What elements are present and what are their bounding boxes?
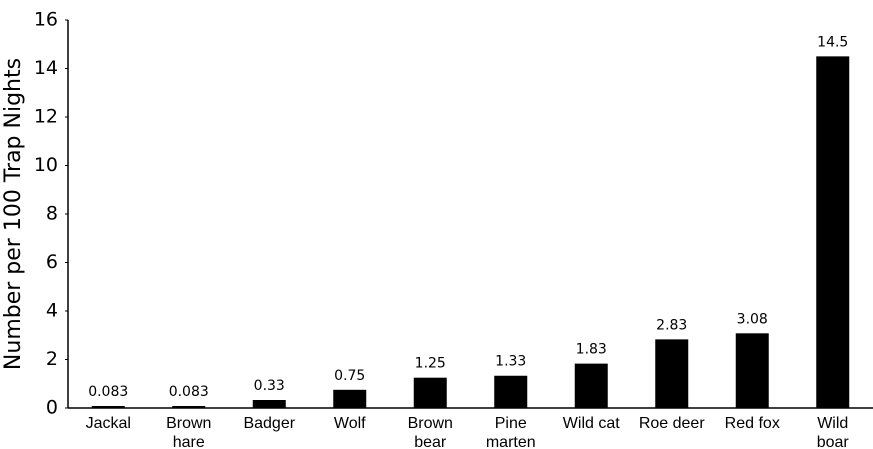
value-label: 0.75	[334, 368, 365, 384]
x-tick-label: Brown bear	[407, 415, 453, 449]
x-tick-label: Red fox	[724, 415, 780, 432]
bar	[333, 389, 367, 408]
bar	[574, 363, 608, 408]
x-tick-label: Brown hare	[166, 415, 212, 449]
value-label: 3.08	[737, 311, 768, 327]
y-tick-label: 12	[34, 106, 58, 128]
x-tick-label: Wild boar	[816, 415, 849, 449]
x-tick-label: Wolf	[333, 415, 366, 432]
value-label: 0.083	[88, 384, 128, 400]
x-tick-label: Roe deer	[638, 415, 705, 432]
x-tick-label: Jackal	[85, 415, 131, 432]
bar	[816, 56, 850, 408]
x-tick-label: Wild cat	[562, 415, 620, 432]
bar	[252, 399, 286, 408]
value-label: 0.083	[169, 384, 209, 400]
bar	[413, 377, 447, 408]
bar	[172, 405, 206, 408]
y-tick-label: 16	[34, 9, 58, 31]
value-label: 1.25	[415, 356, 446, 372]
value-label: 1.83	[576, 342, 607, 358]
value-label: 2.83	[656, 317, 687, 333]
value-label: 1.33	[495, 354, 526, 370]
y-tick-label: 8	[46, 203, 58, 225]
y-tick-label: 10	[34, 154, 58, 176]
bar	[91, 405, 125, 408]
y-tick-label: 2	[46, 348, 58, 370]
y-tick-label: 6	[46, 251, 58, 273]
value-label: 14.5	[817, 34, 848, 50]
y-axis-label: Number per 100 Trap Nights	[1, 58, 26, 370]
x-tick-label: Pine marten	[485, 415, 536, 449]
y-tick-label: 0	[46, 397, 58, 419]
x-tick-label: Badger	[243, 415, 296, 432]
bar	[735, 333, 769, 408]
bar	[494, 375, 528, 408]
value-label: 0.33	[254, 378, 285, 394]
y-tick-label: 4	[46, 300, 58, 322]
y-tick-label: 14	[34, 57, 58, 79]
bar	[655, 339, 689, 408]
